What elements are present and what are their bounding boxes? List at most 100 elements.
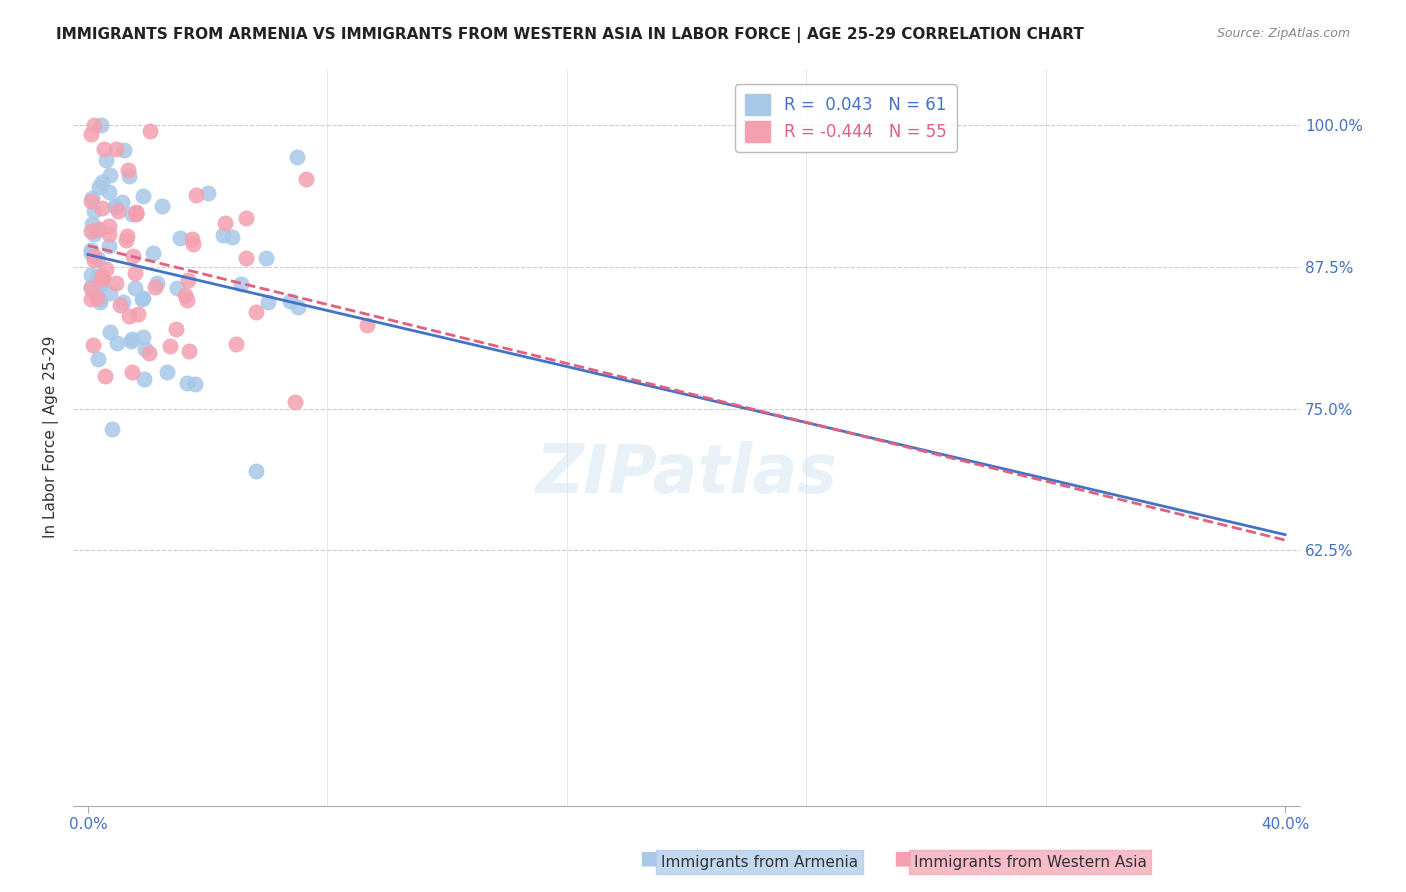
Point bbox=[138, 346, 160, 360]
Point bbox=[91, 269, 114, 284]
Text: ■: ■ bbox=[640, 849, 658, 868]
Point bbox=[82, 337, 104, 351]
Text: Immigrants from Armenia: Immigrants from Armenia bbox=[661, 855, 858, 870]
Point bbox=[83, 203, 105, 218]
Point bbox=[80, 246, 103, 260]
Point bbox=[107, 336, 129, 351]
Point bbox=[112, 143, 135, 157]
Point bbox=[98, 227, 121, 241]
Point bbox=[80, 224, 103, 238]
Text: ■: ■ bbox=[893, 849, 911, 868]
Point bbox=[80, 268, 103, 282]
Point bbox=[80, 243, 103, 257]
Point bbox=[80, 217, 103, 231]
Point bbox=[80, 279, 103, 293]
Point bbox=[87, 252, 110, 266]
Point bbox=[131, 292, 153, 306]
Point bbox=[111, 295, 134, 310]
Point bbox=[100, 422, 122, 436]
Point bbox=[131, 330, 153, 344]
Point bbox=[165, 322, 187, 336]
Point bbox=[105, 142, 128, 156]
Point bbox=[142, 245, 165, 260]
Point bbox=[87, 221, 110, 235]
Point bbox=[150, 199, 173, 213]
Point bbox=[283, 395, 305, 409]
Point bbox=[125, 207, 148, 221]
Point bbox=[91, 271, 114, 285]
Point bbox=[125, 206, 148, 220]
Point bbox=[221, 230, 243, 244]
Point bbox=[80, 194, 103, 208]
Text: ZIPatlas: ZIPatlas bbox=[536, 441, 838, 507]
Point bbox=[80, 281, 103, 295]
Point bbox=[127, 307, 149, 321]
Text: Immigrants from Western Asia: Immigrants from Western Asia bbox=[914, 855, 1147, 870]
Point bbox=[295, 172, 318, 186]
Point bbox=[111, 195, 134, 210]
Point bbox=[132, 372, 155, 386]
Point bbox=[166, 281, 188, 295]
Point bbox=[235, 211, 257, 226]
Point bbox=[177, 273, 200, 287]
Point bbox=[91, 271, 114, 285]
Point bbox=[89, 292, 111, 306]
Point bbox=[139, 124, 162, 138]
Point bbox=[120, 334, 142, 348]
Point bbox=[87, 352, 110, 367]
Point bbox=[90, 276, 112, 290]
Point bbox=[183, 237, 205, 252]
Point bbox=[89, 180, 111, 194]
Point bbox=[197, 186, 219, 200]
Point bbox=[91, 175, 114, 189]
Point bbox=[108, 298, 131, 312]
Point bbox=[181, 231, 204, 245]
Point bbox=[229, 277, 252, 292]
Point bbox=[257, 295, 280, 310]
Point bbox=[173, 288, 195, 302]
Point bbox=[225, 336, 247, 351]
Point bbox=[184, 188, 207, 202]
Point bbox=[84, 223, 107, 237]
Point bbox=[278, 293, 301, 308]
Point bbox=[179, 343, 201, 358]
Point bbox=[245, 305, 267, 319]
Point bbox=[80, 127, 103, 141]
Point bbox=[245, 464, 267, 478]
Point bbox=[125, 205, 148, 219]
Point bbox=[96, 261, 118, 276]
Point bbox=[98, 286, 121, 301]
Point bbox=[105, 277, 128, 291]
Point bbox=[83, 253, 105, 268]
Point bbox=[121, 207, 143, 221]
Point bbox=[94, 153, 117, 168]
Point bbox=[176, 293, 198, 307]
Text: IMMIGRANTS FROM ARMENIA VS IMMIGRANTS FROM WESTERN ASIA IN LABOR FORCE | AGE 25-: IMMIGRANTS FROM ARMENIA VS IMMIGRANTS FR… bbox=[56, 27, 1084, 43]
Point bbox=[156, 366, 179, 380]
Point bbox=[146, 276, 169, 290]
Point bbox=[169, 231, 191, 245]
Point bbox=[285, 150, 308, 164]
Point bbox=[121, 249, 143, 263]
Point bbox=[124, 281, 146, 295]
Point bbox=[90, 118, 112, 132]
Point bbox=[134, 343, 156, 357]
Point bbox=[121, 365, 143, 379]
Point bbox=[83, 227, 105, 241]
Point bbox=[89, 277, 111, 291]
Point bbox=[124, 266, 146, 280]
Point bbox=[97, 238, 120, 252]
Point bbox=[93, 142, 115, 156]
Point bbox=[118, 169, 141, 183]
Point bbox=[214, 217, 236, 231]
Point bbox=[118, 309, 141, 323]
Point bbox=[97, 219, 120, 234]
Point bbox=[114, 233, 136, 247]
Point bbox=[254, 252, 277, 266]
Point bbox=[159, 339, 181, 353]
Point bbox=[90, 202, 112, 216]
Point bbox=[105, 200, 128, 214]
Point bbox=[356, 318, 378, 333]
Point bbox=[89, 295, 111, 310]
Point bbox=[132, 189, 155, 203]
